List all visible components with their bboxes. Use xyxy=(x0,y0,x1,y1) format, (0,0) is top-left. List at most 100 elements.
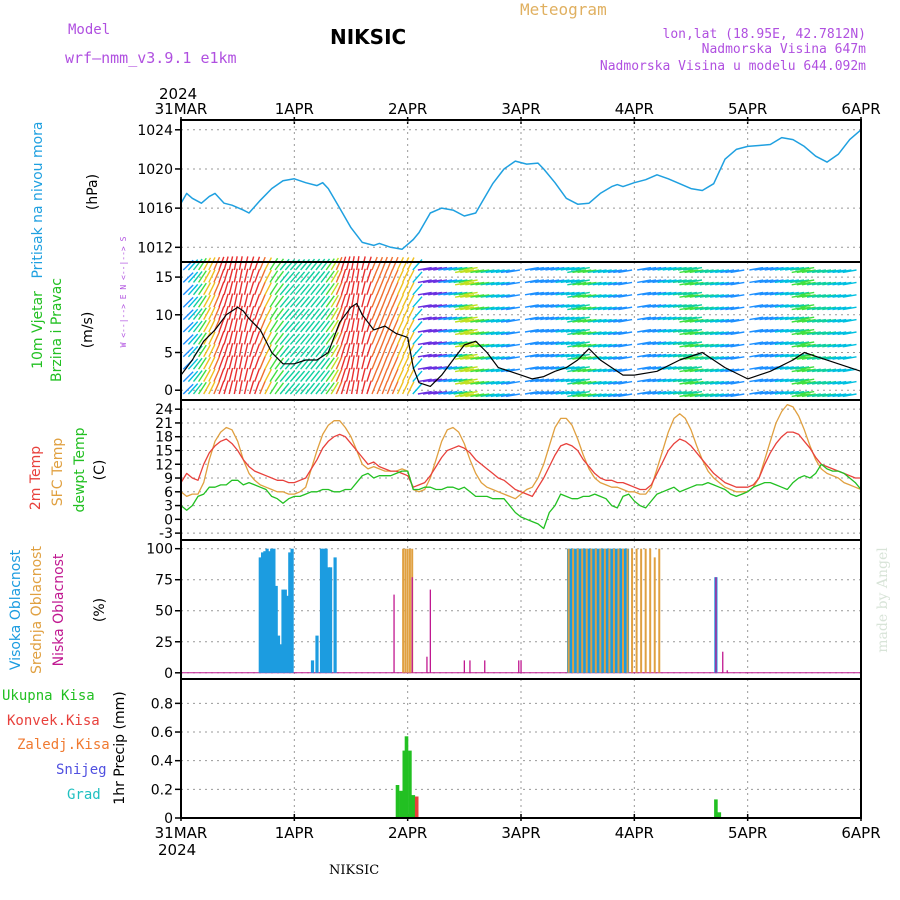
wind-barb xyxy=(300,258,311,271)
wind-barb xyxy=(613,306,628,311)
wind-barb xyxy=(422,341,437,346)
wind-barb xyxy=(672,341,687,346)
wind-barb xyxy=(790,366,805,370)
wind-barb xyxy=(597,306,612,311)
wind-barb xyxy=(361,367,366,382)
wind-barb xyxy=(284,370,296,383)
wind-barb xyxy=(401,306,410,320)
wind-barb xyxy=(371,293,378,308)
wind-barb xyxy=(587,331,602,336)
wind-barb xyxy=(335,281,343,296)
wind-barb xyxy=(218,269,225,283)
wind-barb xyxy=(310,345,321,358)
wind-barb xyxy=(524,279,539,284)
wind-barb xyxy=(350,342,355,357)
wind-barb xyxy=(637,328,652,333)
wind-barb xyxy=(827,393,842,398)
wind-barb xyxy=(223,318,229,333)
wind-barb xyxy=(505,269,521,274)
cloud-high-bar xyxy=(605,548,609,673)
wind-barb xyxy=(438,366,453,370)
wind-barb xyxy=(376,380,384,395)
wind-barb xyxy=(524,366,539,370)
wind-barb xyxy=(330,307,340,320)
wind-barb xyxy=(715,318,730,323)
wind-barb xyxy=(769,353,784,358)
wind-barb xyxy=(817,306,832,311)
wind-barb xyxy=(228,318,234,333)
wind-barb xyxy=(320,283,331,296)
wind-barb xyxy=(279,382,290,395)
wind-barb xyxy=(438,353,453,358)
wind-barb xyxy=(238,280,243,295)
time-tick-label: 6APR xyxy=(841,824,880,842)
wind-barb xyxy=(613,281,628,286)
watermark: made by Angel xyxy=(875,547,891,653)
wind-barb xyxy=(289,308,301,321)
wind-barb xyxy=(407,381,415,395)
cloud-high-bar xyxy=(333,557,337,673)
wind-barb xyxy=(837,356,852,360)
wind-barb xyxy=(264,269,273,283)
wind-barb xyxy=(279,320,290,333)
wind-barb xyxy=(811,393,827,398)
wind-barb xyxy=(618,318,633,323)
wind-barb xyxy=(391,356,399,370)
wind-barb xyxy=(565,353,580,358)
wind-barb xyxy=(335,356,343,370)
wind-barb xyxy=(238,342,243,357)
wind-barb xyxy=(613,269,628,274)
wind-barb xyxy=(325,258,335,271)
precip-total-bar xyxy=(411,795,416,818)
wind-barb xyxy=(688,266,703,271)
wind-barb xyxy=(817,356,832,360)
wind-barb xyxy=(208,294,216,308)
footer-station: NIKSIC xyxy=(329,863,379,878)
wind-barb xyxy=(679,343,694,348)
wind-barb xyxy=(730,393,745,398)
wind-barb xyxy=(458,266,473,271)
wind-barb xyxy=(454,269,470,274)
wind-barb xyxy=(371,355,378,370)
wind-barb xyxy=(264,294,273,308)
wind-barb xyxy=(667,353,682,358)
wind-barb xyxy=(565,291,580,296)
wind-barb xyxy=(223,330,229,345)
wind-barb xyxy=(218,256,225,271)
wind-barb xyxy=(335,380,343,395)
wind-barb xyxy=(417,328,432,333)
wind-barb xyxy=(613,380,628,385)
pressure-unit: (hPa) xyxy=(85,174,101,210)
wind-barb xyxy=(801,306,816,311)
wind-unit: (m/s) xyxy=(80,312,96,349)
wind-barb xyxy=(269,381,279,395)
wind-barb xyxy=(796,343,811,348)
wind-barb xyxy=(545,316,560,321)
wind-barb xyxy=(677,279,692,284)
wind-barb xyxy=(577,380,592,385)
wind-barb xyxy=(795,328,810,333)
wind-barb xyxy=(545,291,560,296)
wind-barb xyxy=(485,331,500,336)
wind-barb xyxy=(709,294,725,298)
wind-barb xyxy=(340,380,347,395)
wind-barb xyxy=(356,280,360,295)
pressure-line xyxy=(180,129,862,251)
wind-barb xyxy=(613,331,628,336)
wind-barb xyxy=(386,281,394,296)
wind-barb xyxy=(837,331,852,336)
wind-barb xyxy=(682,390,698,395)
wind-barb xyxy=(422,316,437,321)
wind-barb xyxy=(366,268,372,283)
wind-barb xyxy=(269,332,279,345)
wind-barb xyxy=(218,368,225,382)
cloud-high-bar xyxy=(324,548,328,673)
wind-barb xyxy=(356,330,360,345)
temp-title-3: dewpt Temp xyxy=(72,427,88,512)
wind-barb xyxy=(540,291,555,296)
wind-barb xyxy=(453,378,468,383)
wind-barb xyxy=(657,328,672,333)
wind-barb xyxy=(572,393,587,398)
wind-barb xyxy=(806,331,821,336)
wind-barb xyxy=(811,368,827,373)
